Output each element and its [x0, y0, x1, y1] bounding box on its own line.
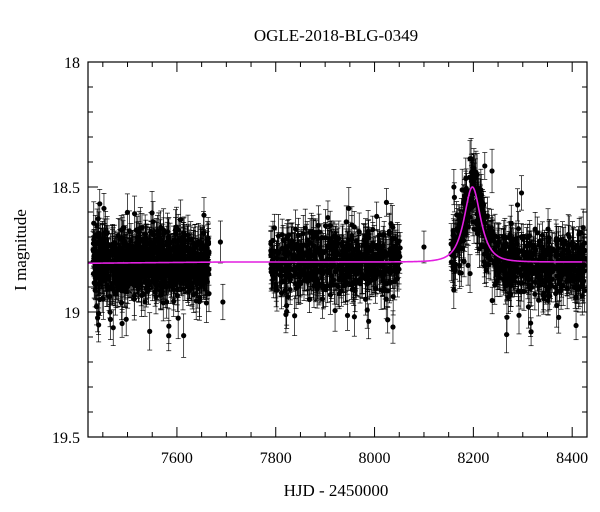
data-point	[99, 237, 106, 243]
data-point	[205, 237, 211, 243]
data-point	[97, 254, 104, 260]
data-point	[96, 230, 102, 236]
data-point	[171, 278, 177, 284]
data-point	[101, 205, 107, 212]
data-point	[100, 296, 106, 302]
data-point	[156, 243, 162, 249]
data-point	[103, 273, 109, 279]
data-point	[131, 296, 137, 302]
data-point	[95, 315, 101, 321]
data-point	[119, 320, 125, 327]
data-point	[95, 239, 101, 245]
data-point	[198, 264, 204, 270]
data-point	[145, 239, 151, 246]
data-point	[112, 274, 118, 281]
data-point	[181, 333, 187, 339]
data-point	[128, 248, 134, 254]
data-point	[110, 325, 116, 331]
data-point	[124, 209, 130, 216]
data-point	[366, 318, 372, 324]
data-point	[135, 282, 142, 289]
data-point	[163, 272, 169, 278]
data-point	[135, 243, 141, 249]
data-point	[98, 270, 104, 276]
data-point	[105, 241, 111, 247]
data-point	[151, 239, 157, 246]
data-point	[206, 291, 212, 297]
data-point	[201, 212, 207, 218]
data-point	[283, 311, 289, 318]
data-point	[183, 247, 189, 253]
data-point	[133, 269, 139, 275]
data-point	[332, 307, 338, 314]
data-point	[95, 216, 101, 222]
data-point	[185, 232, 191, 238]
data-point	[364, 307, 370, 313]
data-point	[147, 328, 153, 334]
data-point	[118, 300, 125, 306]
data-point	[149, 210, 155, 216]
data-point	[107, 316, 114, 322]
data-point	[383, 199, 390, 205]
data-point	[121, 249, 127, 255]
data-point	[344, 312, 351, 319]
data-point	[390, 324, 396, 330]
data-point	[202, 248, 208, 254]
data-point	[166, 333, 172, 339]
data-point	[164, 267, 170, 273]
data-point	[131, 211, 138, 217]
data-point	[189, 280, 195, 286]
data-point	[126, 281, 132, 287]
plot-area	[88, 138, 587, 358]
data-point	[385, 317, 391, 323]
data-point	[174, 250, 181, 256]
data-point	[143, 273, 150, 279]
data-point	[115, 285, 122, 291]
data-point	[118, 253, 124, 259]
data-point	[167, 254, 173, 260]
data-point	[195, 238, 202, 245]
chart-title: OGLE-2018-BLG-0349	[254, 26, 418, 45]
data-point	[191, 274, 197, 281]
data-point	[164, 299, 170, 305]
data-point	[145, 282, 152, 288]
data-point	[175, 315, 181, 321]
data-point	[158, 224, 164, 231]
data-point	[155, 255, 161, 261]
observations	[90, 138, 587, 358]
data-point	[119, 281, 125, 288]
data-point	[100, 250, 107, 256]
data-point	[137, 225, 143, 231]
data-point	[157, 292, 164, 298]
data-point	[175, 277, 181, 283]
data-point	[203, 254, 209, 260]
data-point	[93, 303, 100, 310]
data-point	[125, 254, 131, 261]
data-point	[199, 276, 205, 282]
data-point	[107, 309, 113, 315]
data-point	[111, 268, 118, 274]
data-point	[143, 278, 149, 284]
data-point	[325, 214, 331, 221]
data-point	[164, 229, 171, 235]
data-point	[203, 300, 210, 306]
data-point	[292, 313, 298, 319]
data-point	[327, 236, 333, 242]
data-point	[138, 264, 145, 271]
data-point	[109, 285, 115, 292]
data-point	[351, 314, 357, 320]
data-point	[123, 316, 129, 322]
data-point	[150, 232, 157, 238]
